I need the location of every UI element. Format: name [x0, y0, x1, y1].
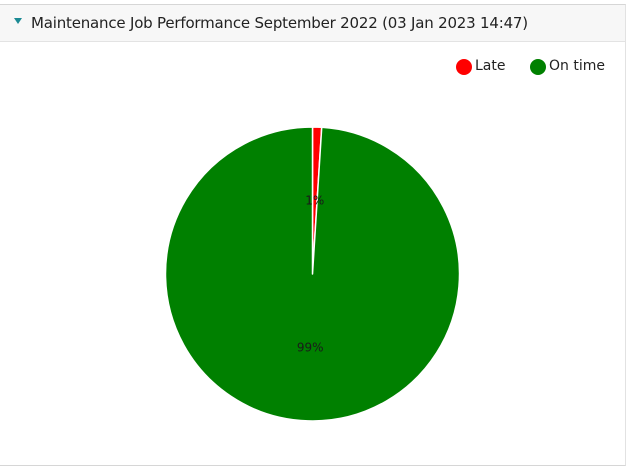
pie-slice-on-time[interactable] — [164, 126, 461, 422]
triangle-down-icon[interactable] — [14, 18, 22, 24]
panel-title: Maintenance Job Performance September 20… — [31, 14, 528, 32]
late-dot-icon — [456, 59, 472, 75]
slice-label-on-time: 99% — [297, 340, 324, 354]
panel-header[interactable]: Maintenance Job Performance September 20… — [0, 5, 625, 42]
chart-legend: Late On time — [0, 57, 628, 77]
legend-label-late: Late — [475, 58, 506, 74]
on-time-dot-icon — [530, 59, 546, 75]
legend-label-on-time: On time — [549, 58, 605, 74]
slice-label-late: 1% — [305, 194, 324, 208]
